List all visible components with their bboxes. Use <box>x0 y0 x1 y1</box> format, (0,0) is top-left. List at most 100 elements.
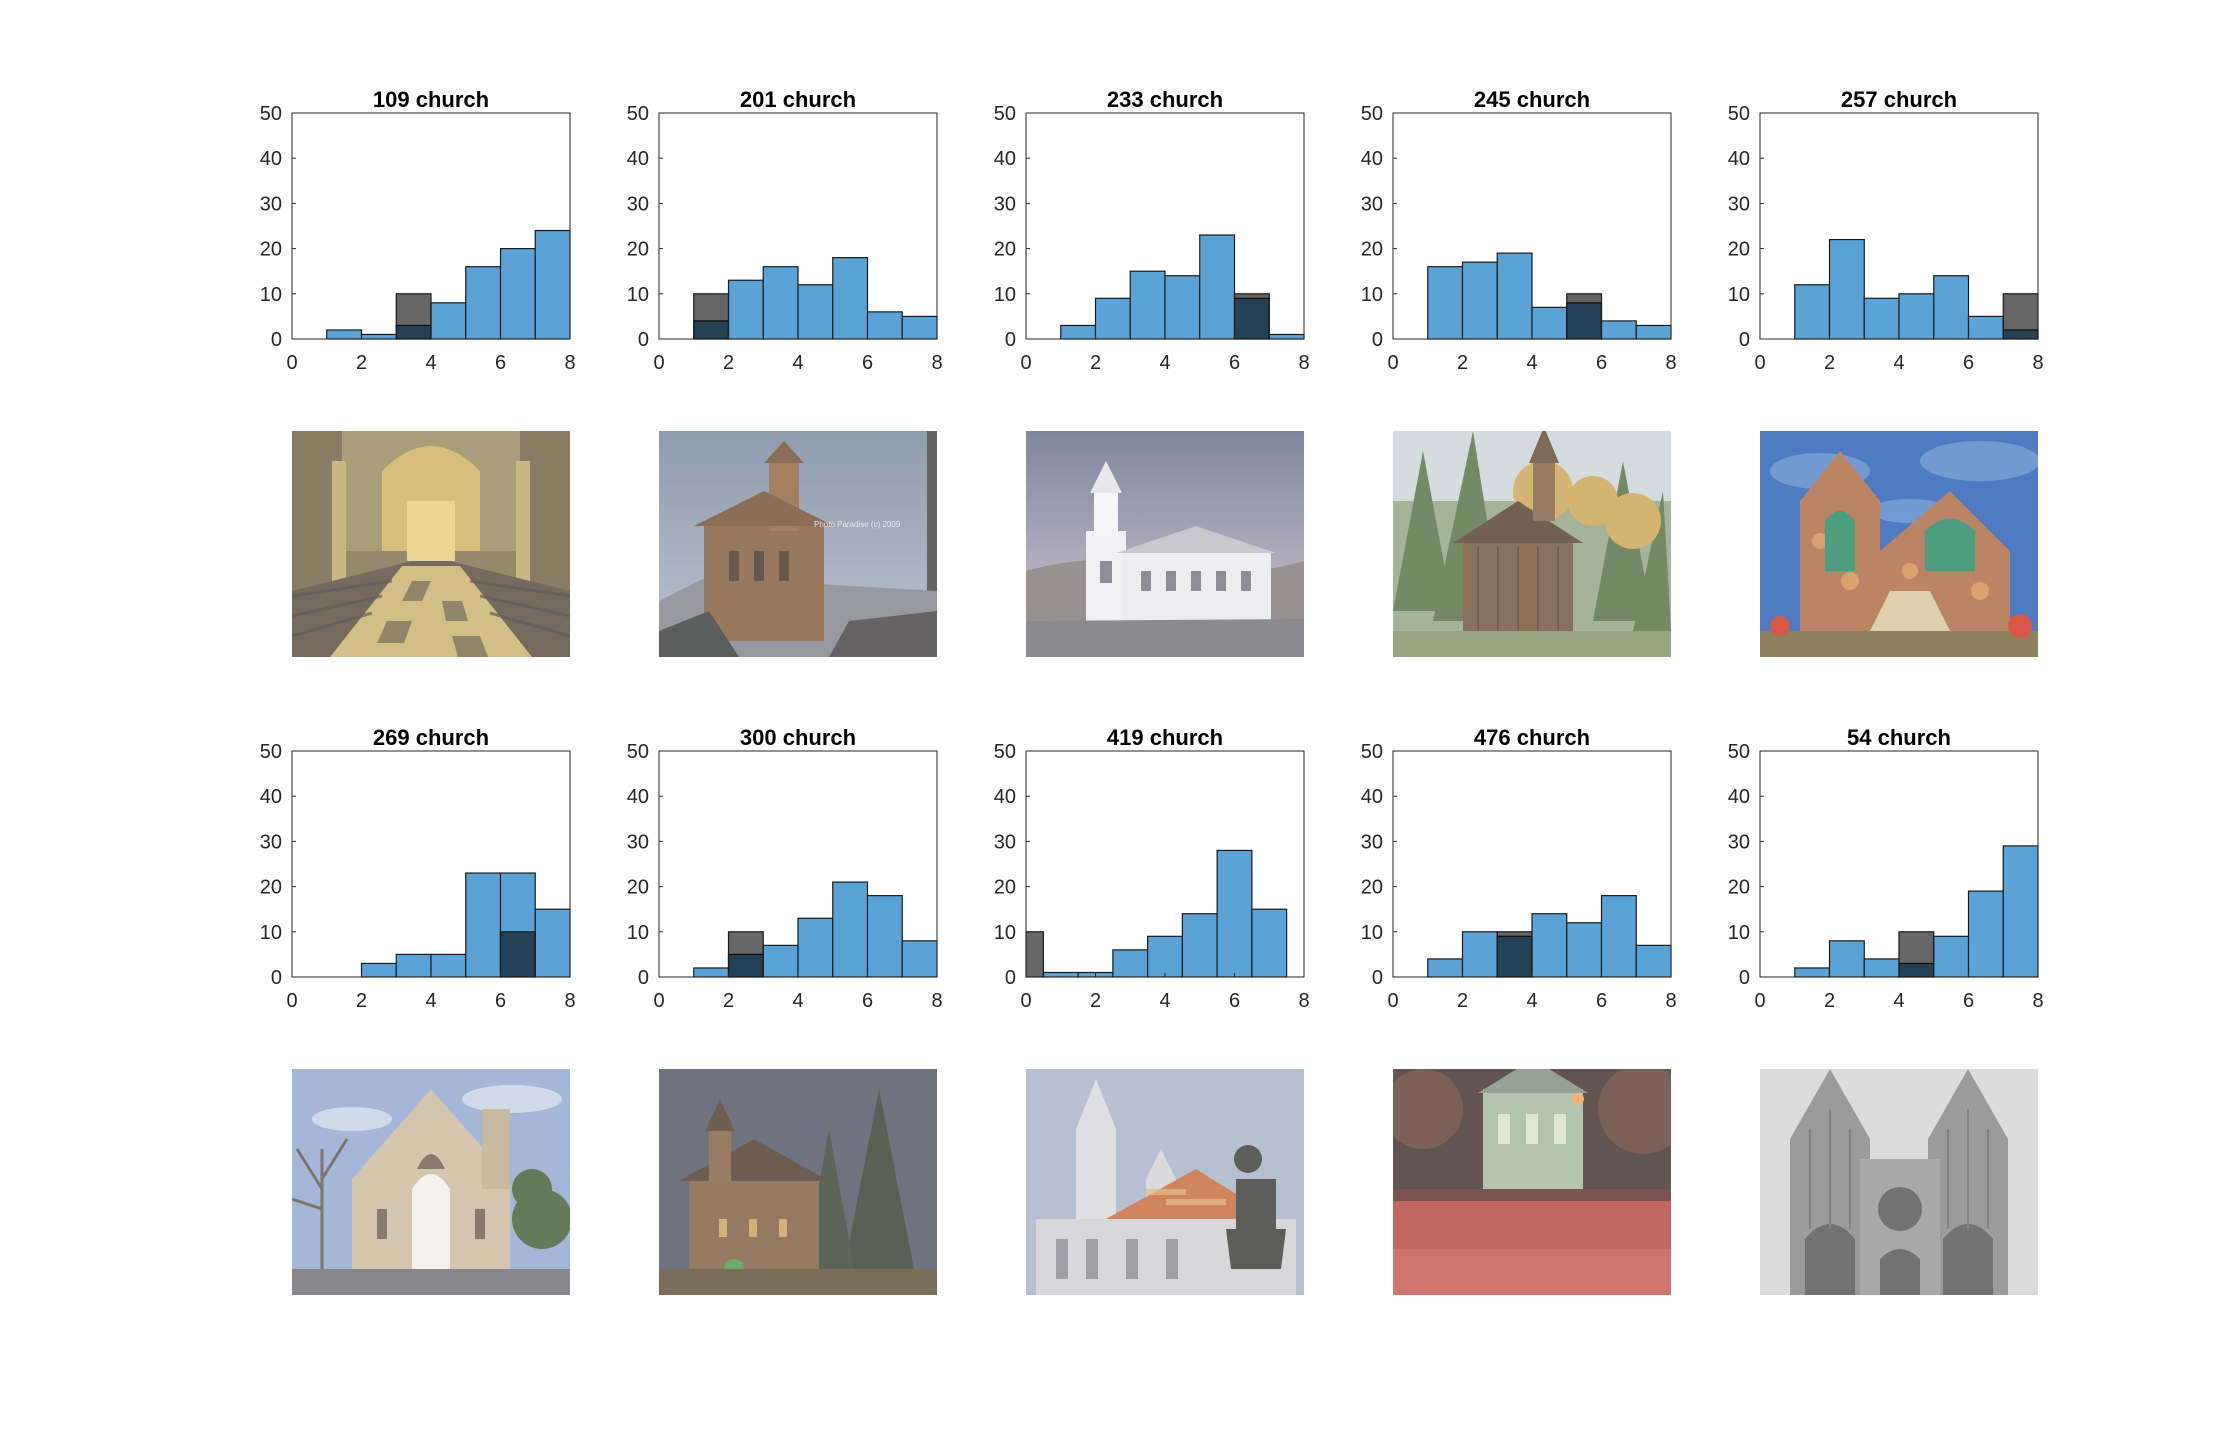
histogram-4: 0 2 4 6 8 0 10 20 30 40 50 257 church <box>1728 87 2044 374</box>
bar-all <box>465 266 502 340</box>
bar-all <box>1933 275 1970 340</box>
x-tick-label: 6 <box>1229 990 1240 1012</box>
histogram-3: 0 2 4 6 8 0 10 20 30 40 50 245 church <box>1361 87 1677 374</box>
y-tick-label: 0 <box>638 967 649 989</box>
x-tick-label: 2 <box>1824 352 1835 374</box>
y-tick-label: 0 <box>1372 967 1383 989</box>
bar-all <box>1042 971 1079 978</box>
histogram-6: 0 2 4 6 8 0 10 20 30 40 50 300 church <box>627 725 943 1012</box>
photo-233-church <box>1026 431 1304 657</box>
x-tick-label: 4 <box>792 352 803 374</box>
bar-all <box>1164 275 1201 340</box>
bar-all <box>1635 324 1672 340</box>
bar-all <box>901 315 938 340</box>
chart-title: 476 church <box>1474 725 1590 750</box>
y-tick-label: 40 <box>1728 786 1750 808</box>
bar-selected <box>1496 931 1533 978</box>
bar-all <box>866 895 903 978</box>
y-tick-label: 10 <box>260 922 282 944</box>
bar-all <box>1967 890 2004 978</box>
bar-all <box>430 302 467 340</box>
chart-title: 419 church <box>1107 725 1223 750</box>
bar-all <box>1199 234 1236 340</box>
y-tick-label: 30 <box>1361 831 1383 853</box>
y-tick-label: 10 <box>1361 922 1383 944</box>
x-tick-label: 8 <box>1665 352 1676 374</box>
photo-419-church <box>1026 1069 1304 1295</box>
x-tick-label: 8 <box>931 352 942 374</box>
x-tick-label: 0 <box>1754 990 1765 1012</box>
bar-all <box>465 872 502 978</box>
y-tick-label: 20 <box>627 877 649 899</box>
y-tick-label: 50 <box>994 103 1016 125</box>
y-tick-label: 10 <box>627 922 649 944</box>
bar-all <box>1828 238 1865 340</box>
y-tick-label: 30 <box>994 831 1016 853</box>
y-tick-label: 0 <box>271 329 282 351</box>
bar-all <box>797 917 834 978</box>
x-tick-label: 4 <box>1159 990 1170 1012</box>
x-tick-label: 2 <box>1090 990 1101 1012</box>
x-tick-label: 6 <box>1963 990 1974 1012</box>
x-tick-label: 4 <box>792 990 803 1012</box>
bar-all <box>1863 958 1900 978</box>
y-tick-label: 10 <box>1361 284 1383 306</box>
y-tick-label: 50 <box>627 741 649 763</box>
y-tick-label: 40 <box>260 148 282 170</box>
x-tick-label: 8 <box>564 990 575 1012</box>
x-tick-label: 8 <box>2032 352 2043 374</box>
y-tick-label: 10 <box>627 284 649 306</box>
bar-selected <box>395 293 432 340</box>
x-tick-label: 4 <box>1159 352 1170 374</box>
bar-selected <box>1233 293 1270 340</box>
bar-all <box>1112 949 1149 978</box>
bar-all <box>1531 913 1568 978</box>
x-tick-label: 6 <box>862 990 873 1012</box>
photo-201-caption: Photo Paradise (c) 2009 <box>814 520 901 529</box>
y-tick-label: 30 <box>994 193 1016 215</box>
x-tick-label: 0 <box>286 352 297 374</box>
y-tick-label: 40 <box>994 148 1016 170</box>
x-tick-label: 2 <box>1457 352 1468 374</box>
y-tick-label: 0 <box>1005 967 1016 989</box>
x-tick-label: 6 <box>862 352 873 374</box>
histogram-2: 0 2 4 6 8 0 10 20 30 40 50 233 church <box>994 87 1310 374</box>
chart-title: 257 church <box>1841 87 1957 112</box>
x-tick-label: 0 <box>1020 352 1031 374</box>
y-tick-label: 20 <box>1361 239 1383 261</box>
bar-all <box>1635 944 1672 978</box>
y-tick-label: 0 <box>1739 329 1750 351</box>
photo-257-church <box>1760 431 2038 657</box>
bar-all <box>1251 908 1288 978</box>
photo-245-church <box>1393 431 1671 657</box>
x-tick-label: 0 <box>1387 352 1398 374</box>
y-tick-label: 40 <box>260 786 282 808</box>
histogram-5: 0 2 4 6 8 0 10 20 30 40 50 269 church <box>260 725 576 1012</box>
bar-all <box>1531 306 1568 340</box>
y-tick-label: 30 <box>1361 193 1383 215</box>
photo-269-church <box>292 1069 570 1295</box>
bar-all <box>1129 270 1166 340</box>
x-tick-label: 6 <box>1229 352 1240 374</box>
x-tick-label: 6 <box>495 352 506 374</box>
y-tick-label: 20 <box>1728 239 1750 261</box>
y-tick-label: 40 <box>627 148 649 170</box>
histogram-8: 0 2 4 6 8 0 10 20 30 40 50 476 church <box>1361 725 1677 1012</box>
chart-title: 233 church <box>1107 87 1223 112</box>
bar-all <box>1496 252 1533 340</box>
y-tick-label: 30 <box>260 831 282 853</box>
chart-title: 201 church <box>740 87 856 112</box>
x-tick-label: 8 <box>1665 990 1676 1012</box>
bar-selected <box>1898 931 1935 978</box>
y-tick-label: 0 <box>1005 329 1016 351</box>
x-tick-label: 0 <box>1020 990 1031 1012</box>
y-tick-label: 50 <box>627 103 649 125</box>
x-tick-label: 6 <box>1963 352 1974 374</box>
y-tick-label: 30 <box>627 831 649 853</box>
x-tick-label: 2 <box>1090 352 1101 374</box>
y-tick-label: 30 <box>260 193 282 215</box>
histogram-9: 0 2 4 6 8 0 10 20 30 40 50 54 church <box>1728 725 2044 1012</box>
y-tick-label: 0 <box>1739 967 1750 989</box>
photo-300-church <box>659 1069 937 1295</box>
x-tick-label: 8 <box>1298 352 1309 374</box>
